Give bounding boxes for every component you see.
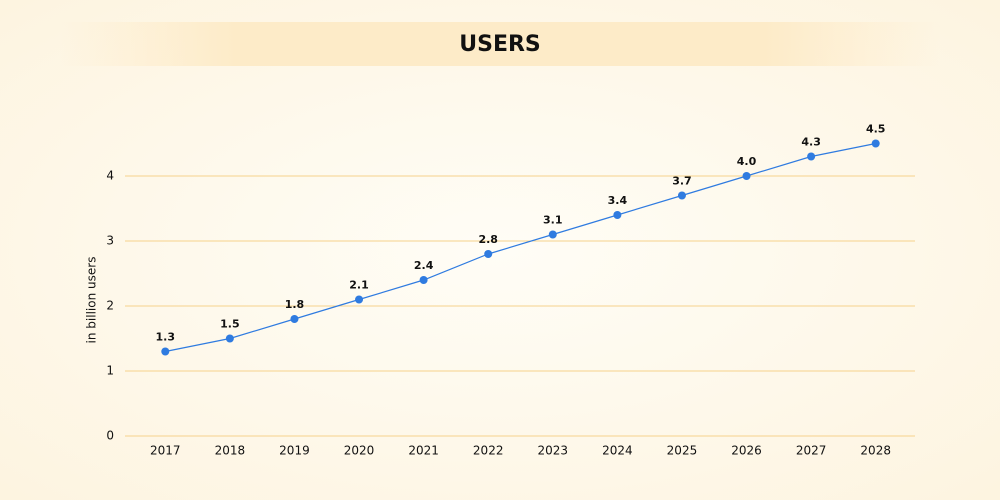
point [225, 334, 234, 343]
x-tick-label: 2022 [473, 444, 504, 458]
chart-title: USERS [459, 32, 541, 57]
point [677, 191, 686, 200]
point [871, 139, 880, 148]
x-tick-label: 2024 [602, 444, 633, 458]
point [290, 315, 299, 323]
point [419, 276, 428, 284]
point [355, 295, 364, 304]
title-band [60, 22, 940, 66]
x-tick-label: 2021 [408, 444, 439, 458]
value-label: 2.1 [349, 279, 369, 292]
value-label: 4.3 [801, 136, 821, 149]
value-label: 4.0 [737, 155, 757, 168]
point [742, 172, 751, 180]
x-tick-label: 2027 [796, 444, 827, 458]
value-label: 1.3 [156, 331, 176, 344]
value-label: 1.8 [285, 298, 305, 311]
value-label: 2.8 [478, 233, 498, 246]
x-tick-label: 2025 [667, 444, 698, 458]
point [613, 211, 622, 219]
y-axis-label: in billion users [85, 257, 99, 344]
y-tick-label: 4 [106, 169, 114, 183]
point [484, 250, 493, 258]
y-tick-label: 0 [106, 429, 114, 443]
value-label: 1.5 [220, 318, 240, 331]
x-tick-label: 2018 [215, 444, 246, 458]
value-label: 2.4 [414, 259, 434, 272]
x-tick-label: 2017 [150, 444, 181, 458]
y-tick-label: 3 [106, 234, 114, 248]
value-label: 3.1 [543, 214, 563, 227]
x-tick-label: 2026 [731, 444, 762, 458]
point [807, 152, 816, 161]
x-tick-label: 2019 [279, 444, 310, 458]
x-tick-label: 2020 [344, 444, 375, 458]
y-tick-label: 2 [106, 299, 114, 313]
line [165, 142, 876, 353]
value-label: 3.4 [608, 194, 628, 207]
y-tick-label: 1 [106, 364, 114, 378]
value-label: 4.5 [866, 123, 886, 136]
x-tick-label: 2023 [538, 444, 569, 458]
point [548, 230, 557, 239]
point [161, 347, 170, 356]
x-tick-label: 2028 [860, 444, 891, 458]
value-label: 3.7 [672, 175, 692, 188]
